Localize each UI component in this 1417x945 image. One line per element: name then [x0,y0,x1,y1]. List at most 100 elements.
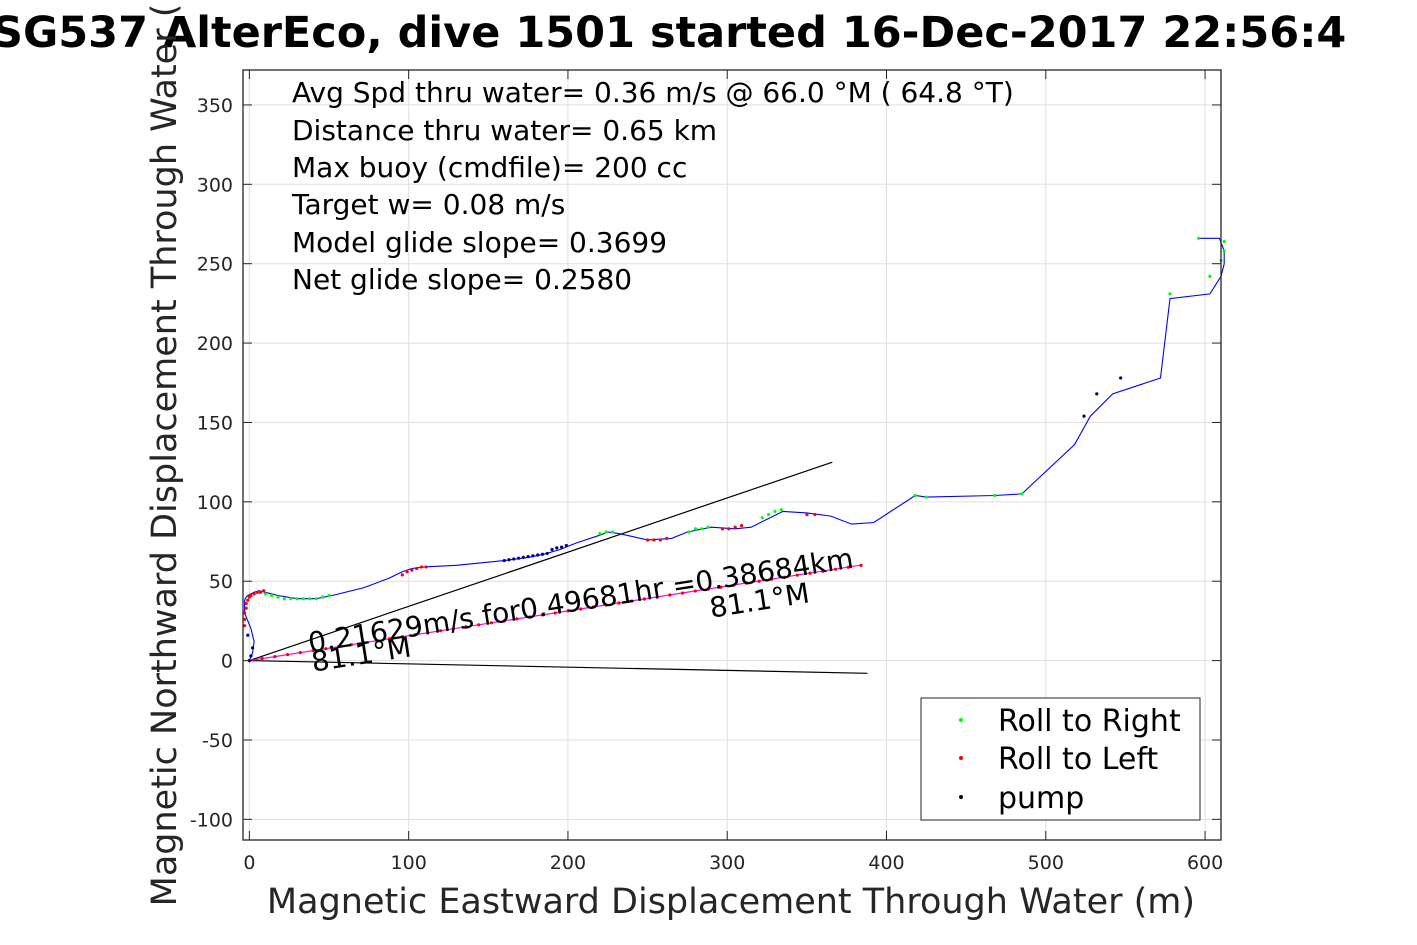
roll-left-point [604,603,608,607]
legend-marker-pump [959,795,963,799]
roll-right-point [700,527,704,531]
roll-right-point [706,525,710,529]
roll-left-point [731,583,736,587]
roll-right-point [270,593,274,598]
roll-left-point [805,512,809,517]
stat-distance: Distance thru water= 0.65 km [292,114,717,147]
legend: Roll to Right Roll to Left pump [920,697,1201,821]
pump-point [507,558,511,562]
legend-label-roll-left: Roll to Left [998,742,1158,777]
pump-point [246,633,250,637]
roll-left-point [298,651,302,655]
roll-left-point [242,611,247,615]
pump-point [559,545,564,549]
roll-left-point [349,643,353,647]
roll-right-point [1222,249,1226,253]
roll-left-point [655,595,659,599]
roll-left-point [658,538,662,542]
roll-left-point [833,567,838,571]
roll-left-point [821,569,825,573]
y-tick-label: -50 [202,730,233,752]
roll-left-point [262,589,266,593]
pump-point [249,654,253,658]
points-layer [242,236,1226,663]
roll-right-point [1197,236,1201,240]
roll-left-point [387,637,392,641]
roll-left-point [405,570,409,574]
roll-left-point [706,587,710,591]
roll-left-point [410,568,414,572]
pump-point [516,556,521,560]
roll-right-point [610,530,615,534]
roll-right-point [687,530,691,534]
roll-left-point [375,639,379,643]
legend-box [920,697,1201,821]
roll-right-point [295,597,299,601]
roll-left-point [252,592,256,596]
x-tick-label: 500 [1028,852,1064,874]
x-axis-label: Magnetic Eastward Displacement Through W… [267,882,1195,922]
roll-left-point [242,624,247,628]
roll-right-point [598,531,602,536]
legend-label-pump: pump [998,781,1084,816]
legend-marker-roll-left [959,756,963,760]
stat-max-buoy: Max buoy (cmdfile)= 200 cc [292,151,687,184]
roll-left-point [733,525,737,529]
roll-left-point [795,573,799,577]
roll-left-point [540,613,545,617]
roll-left-point [400,573,404,577]
roll-left-point [438,629,443,633]
roll-left-point [757,579,761,583]
pump-point [531,554,535,558]
roll-right-point [1168,292,1172,296]
roll-left-point [324,647,328,651]
roll-left-point [681,591,685,595]
roll-left-point [489,621,494,625]
pump-point [521,555,525,560]
pump-point [1095,392,1099,396]
pump-point [564,543,568,548]
roll-right-point [693,527,697,531]
roll-left-point [808,571,812,575]
roll-left-point [630,599,634,603]
pump-point [1082,414,1086,418]
model-glide-lower [249,659,868,674]
stats-block: Avg Spd thru water= 0.36 m/s @ 66.0 °M (… [291,76,1014,296]
roll-left-point [258,590,263,594]
roll-left-point [739,524,744,528]
roll-left-point [652,538,656,542]
roll-left-point [400,635,404,639]
roll-right-point [263,592,267,596]
pump-point [550,547,554,552]
legend-marker-roll-right [959,718,963,722]
roll-left-point [242,617,247,621]
roll-left-point [617,601,621,605]
stat-net-glide-slope: Net glide slope= 0.2580 [292,263,632,296]
roll-left-point [719,585,723,589]
roll-left-point [642,597,646,601]
pump-point [1119,376,1123,380]
roll-left-point [859,563,863,567]
roll-left-point [720,527,725,531]
roll-right-point [604,530,608,534]
roll-left-point [668,593,672,597]
roll-right-point [779,508,783,512]
roll-right-point [321,595,325,599]
roll-left-point [553,611,557,615]
roll-right-point [289,597,293,601]
roll-left-point [645,538,650,542]
pump-point [536,553,540,557]
legend-label-roll-right: Roll to Right [998,704,1181,739]
roll-left-point [362,641,366,645]
pump-point [526,555,530,559]
x-tick-label: 300 [709,852,745,874]
roll-left-point [451,627,455,631]
roll-left-point [246,598,250,602]
chart-title: SG537 AlterEco, dive 1501 started 16-Dec… [0,8,1346,58]
y-tick-label: 150 [197,412,233,434]
roll-right-point [301,597,306,601]
roll-left-point [413,633,417,637]
roll-left-point [415,566,419,571]
roll-left-point [515,617,519,621]
